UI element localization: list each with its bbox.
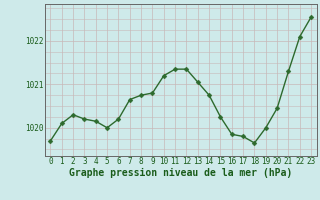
- X-axis label: Graphe pression niveau de la mer (hPa): Graphe pression niveau de la mer (hPa): [69, 168, 292, 178]
